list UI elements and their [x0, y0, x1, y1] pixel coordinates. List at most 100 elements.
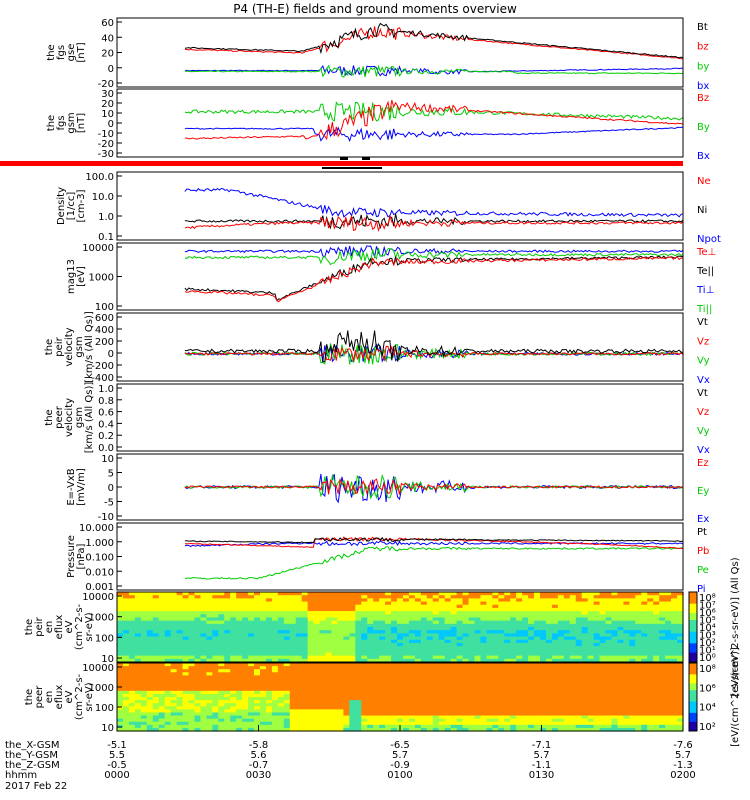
spectro-cell [397, 646, 404, 650]
spectro-cell [218, 649, 225, 654]
spectro-cell [117, 669, 124, 673]
spectro-cell [224, 623, 231, 628]
ylabel-density: Density [56, 187, 67, 225]
spectro-cell [504, 703, 511, 707]
spectro-cell [641, 703, 648, 707]
spectro-cell [551, 630, 559, 634]
spectro-cell [224, 620, 231, 625]
spectro-cell [355, 595, 362, 599]
spectro-cell [230, 678, 237, 683]
spectro-cell [319, 604, 327, 609]
spectro-cell [534, 627, 541, 631]
spectro-cell [659, 620, 666, 625]
spectro-cell [647, 649, 654, 654]
spectro-cell [534, 592, 541, 596]
spectro-cell [200, 684, 207, 689]
spectro-cell [224, 715, 231, 720]
spectro-cell [265, 721, 273, 726]
spectro-cell [557, 636, 565, 641]
spectro-cell [510, 693, 517, 698]
spectro-cell [522, 601, 529, 606]
spectro-cell [117, 627, 124, 631]
spectro-cell [325, 617, 333, 622]
spectro-cell [444, 642, 452, 647]
spectro-cell [289, 672, 297, 676]
ylabel-peir_vel: [km/s (All Qs)] [84, 311, 95, 383]
spectro-cell [402, 669, 410, 673]
spectro-cell [277, 712, 285, 717]
spectro-cell [397, 658, 404, 663]
spectro-cell [492, 614, 499, 619]
spectro-cell [569, 598, 577, 603]
spectro-cell [504, 636, 511, 641]
colorbar-cell [689, 652, 697, 656]
spectro-cell [474, 706, 482, 710]
spectro-cell [236, 721, 243, 726]
spectro-cell [528, 715, 535, 720]
spectro-cell [248, 592, 255, 596]
spectro-cell [224, 703, 231, 707]
spectro-cell [158, 727, 166, 732]
legend-item-peir_vel: Vx [697, 375, 710, 386]
spectro-cell [271, 601, 279, 606]
spectro-cell [587, 712, 595, 717]
spectro-cell [402, 697, 410, 701]
spectro-cell [313, 687, 321, 692]
spectro-cell [677, 642, 684, 647]
spectro-cell [599, 617, 607, 622]
spectro-cell [361, 721, 368, 726]
spectro-cell [200, 620, 207, 625]
legend-item-peer_vel: Vz [697, 407, 709, 418]
spectro-cell [146, 595, 154, 599]
spectro-cell [504, 633, 511, 638]
spectro-cell [391, 658, 398, 663]
spectro-cell [265, 617, 273, 622]
spectro-cell [629, 655, 636, 660]
spectro-cell [188, 630, 196, 634]
spectro-cell [295, 592, 303, 596]
legend-item-efield: Ez [697, 458, 709, 469]
spectro-cell [289, 693, 297, 698]
spectro-cell [248, 617, 255, 622]
spectro-cell [212, 658, 219, 663]
spectro-cell [474, 611, 482, 615]
spectro-cell [635, 598, 642, 603]
spectro-cell [510, 663, 517, 667]
orbit-marker [362, 157, 370, 160]
spectro-cell [486, 636, 493, 641]
spectro-cell [468, 636, 476, 641]
spectro-cell [480, 652, 487, 657]
spectro-cell [319, 633, 327, 638]
spectro-cell [301, 655, 309, 660]
spectro-cell [587, 666, 595, 670]
spectro-cell [265, 630, 273, 634]
spectro-cell [510, 715, 517, 720]
spectro-cell [486, 630, 493, 634]
spectro-cell [307, 633, 315, 638]
spectro-cell [319, 693, 327, 698]
spectro-cell [480, 623, 487, 628]
spectro-cell [557, 727, 565, 732]
spectro-cell [623, 607, 630, 612]
spectro-cell [236, 592, 243, 596]
spectro-cell [534, 672, 541, 676]
spectro-cell [259, 646, 267, 650]
spectro-cell [528, 697, 535, 701]
spectro-cell [492, 655, 499, 660]
spectro-cell [289, 630, 297, 634]
spectro-cell [486, 646, 493, 650]
spectro-cell [498, 697, 505, 701]
spectro-cell [373, 690, 380, 695]
spectro-cell [200, 703, 207, 707]
spectro-cell [522, 672, 529, 676]
spectro-cell [313, 642, 321, 647]
spectro-cell [504, 630, 511, 634]
spectro-cell [301, 595, 309, 599]
spectro-cell [265, 690, 273, 695]
spectro-cell [271, 706, 279, 710]
spectro-cell [671, 592, 678, 596]
spectro-cell [414, 595, 422, 599]
spectro-cell [563, 718, 571, 723]
spectro-cell [248, 620, 255, 625]
spectro-cell [599, 672, 607, 676]
